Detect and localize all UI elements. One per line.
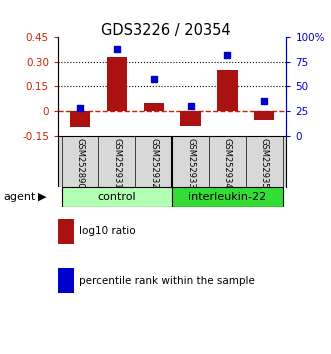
Point: [225, 52, 230, 58]
Bar: [62, 187, 172, 207]
Bar: [70, 111, 90, 127]
Text: GSM252935: GSM252935: [260, 138, 269, 189]
Bar: [254, 111, 274, 120]
Text: control: control: [98, 192, 136, 202]
Point: [114, 46, 119, 52]
Text: interleukin-22: interleukin-22: [188, 192, 266, 202]
Bar: [107, 57, 127, 111]
Bar: [172, 187, 283, 207]
Bar: [217, 70, 238, 111]
Point: [77, 105, 83, 111]
Text: percentile rank within the sample: percentile rank within the sample: [79, 276, 255, 286]
Bar: [144, 103, 164, 111]
Text: GSM252932: GSM252932: [149, 138, 158, 189]
Text: agent: agent: [3, 192, 36, 202]
Point: [151, 77, 156, 82]
Text: GDS3226 / 20354: GDS3226 / 20354: [101, 23, 230, 38]
Text: log10 ratio: log10 ratio: [79, 226, 136, 236]
Text: GSM252890: GSM252890: [75, 138, 84, 189]
Point: [188, 103, 193, 109]
Bar: [180, 111, 201, 126]
Text: ▶: ▶: [38, 192, 47, 202]
Text: GSM252933: GSM252933: [186, 138, 195, 189]
Point: [261, 98, 267, 104]
Text: GSM252931: GSM252931: [112, 138, 121, 189]
Text: GSM252934: GSM252934: [223, 138, 232, 189]
